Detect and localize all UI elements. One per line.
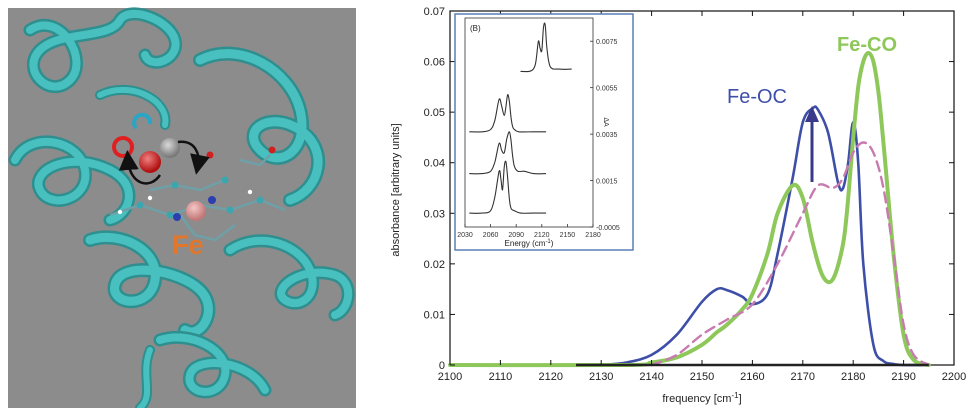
inset-x-label-text: Energy (cm	[505, 239, 546, 248]
inset-spectrum-line	[469, 160, 547, 214]
main-x-ticks: 2100 2110 2120 2130 2140 2150 2160 2170 2180 2190…	[438, 11, 966, 383]
inset-y-axis-label: ΔA	[602, 117, 609, 127]
x-axis-label-sup: -1	[731, 391, 739, 400]
x-tick-label: 2100	[438, 371, 462, 383]
x-tick-label: 2110	[489, 371, 513, 383]
shift-arrow-head	[805, 106, 819, 122]
inset-x-tick-label: 2150	[560, 232, 576, 239]
rotation-arrow-right	[177, 140, 210, 175]
inset-y-tick-label: 0.0055	[596, 86, 618, 93]
inset-spectrum-line	[469, 93, 547, 133]
x-tick-label: 2130	[589, 371, 613, 383]
inset-x-label-sup: -1	[545, 239, 551, 245]
inset-spectrum-line	[469, 131, 547, 175]
y-tick-label: 0.06	[424, 57, 445, 69]
inset-x-tick-label: 2120	[534, 232, 550, 239]
inset-y-tick-label: -0.0005	[596, 225, 620, 232]
y-tick-label: 0.03	[424, 208, 445, 220]
x-axis-label-text: frequency [cm	[662, 393, 731, 405]
protein-panel: Fe	[8, 7, 356, 408]
x-tick-label: 2150	[690, 371, 714, 383]
main-y-axis-label: absorbance [arbitrary units]	[390, 123, 402, 256]
x-tick-label: 2190	[891, 371, 915, 383]
series-fit-dashed-line	[650, 141, 930, 367]
inset-x-tick-label: 2180	[585, 232, 601, 239]
inset-x-tick-label: 2060	[483, 232, 499, 239]
co-oxygen-atom	[139, 151, 161, 173]
fe-co-label: Fe-CO	[837, 34, 897, 56]
inset-panel-label: (B)	[470, 24, 481, 33]
protein-ribbon	[8, 7, 355, 408]
inset-y-ticks: 0.0075 0.0055 0.0035 0.0015 -0.0005	[590, 39, 620, 232]
inset-x-label-end: )	[551, 239, 554, 248]
co-carbon-atom	[160, 138, 180, 158]
y-tick-label: 0.07	[424, 6, 445, 18]
series-fe-oc-line	[599, 105, 931, 367]
y-tick-label: 0.01	[424, 309, 445, 321]
y-tick-label: 0.02	[424, 259, 445, 271]
inset-y-tick-label: 0.0015	[596, 179, 618, 186]
main-y-ticks: 0 0.01 0.02 0.03 0.04 0.05 0.06 0.07	[424, 6, 954, 372]
main-x-axis-label: frequency [cm-1]	[662, 391, 741, 405]
inset-x-tick-label: 2030	[457, 232, 473, 239]
inset-spectrum-line	[520, 22, 572, 73]
inset-x-axis-label: Energy (cm-1)	[505, 239, 554, 248]
x-tick-label: 2170	[791, 371, 815, 383]
inset-plot-frame	[464, 17, 594, 228]
inset-chart: (B) 2030 2060 2090 2120 2150 2180 0.0075 0.005…	[454, 13, 634, 251]
x-tick-label: 2180	[841, 371, 865, 383]
y-tick-label: 0	[439, 360, 445, 372]
fe-oc-label: Fe-OC	[727, 86, 787, 108]
inset-y-tick-label: 0.0035	[596, 132, 618, 139]
x-tick-label: 2200	[942, 371, 966, 383]
y-tick-label: 0.04	[424, 158, 445, 170]
x-tick-label: 2120	[539, 371, 563, 383]
rotation-arrow-left	[118, 150, 162, 185]
x-axis-label-end: ]	[739, 393, 742, 405]
x-tick-label: 2140	[639, 371, 663, 383]
fe-label: Fe	[172, 230, 204, 260]
carbon-ring	[132, 112, 153, 130]
iron-atom	[186, 201, 206, 221]
inset-x-ticks: 2030 2060 2090 2120 2150 2180	[457, 224, 601, 239]
inset-y-tick-label: 0.0075	[596, 39, 618, 46]
x-tick-label: 2160	[740, 371, 764, 383]
inset-plot-area	[469, 22, 572, 214]
inset-x-tick-label: 2090	[508, 232, 524, 239]
series-fe-co-line	[448, 51, 931, 368]
y-tick-label: 0.05	[424, 107, 445, 119]
protein-panel-background	[8, 8, 356, 408]
